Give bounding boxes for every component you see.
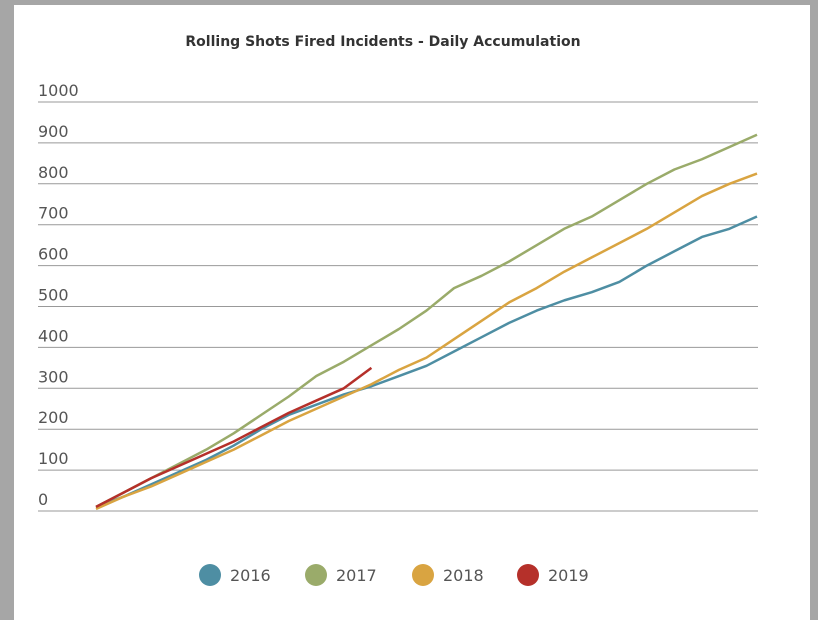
y-tick-label: 200: [38, 408, 69, 427]
series-line: [95, 366, 373, 509]
y-tick-label: 400: [38, 326, 69, 345]
y-tick-label: 500: [38, 286, 69, 305]
y-tick-label: 900: [38, 122, 69, 141]
legend-swatch: [199, 564, 221, 586]
y-tick-label: 1000: [38, 81, 79, 100]
legend-label: 2016: [230, 566, 271, 585]
y-tick-label: 100: [38, 449, 69, 468]
legend-label: 2017: [336, 566, 377, 585]
y-tick-label: 800: [38, 163, 69, 182]
chart-title: Rolling Shots Fired Incidents - Daily Ac…: [185, 34, 580, 50]
series-line: [95, 133, 758, 509]
series-line: [95, 172, 758, 511]
legend-swatch: [517, 564, 539, 586]
y-tick-label: 300: [38, 367, 69, 386]
legend-label: 2019: [548, 566, 589, 585]
legend-swatch: [412, 564, 434, 586]
y-tick-label: 600: [38, 245, 69, 264]
y-tick-label: 700: [38, 204, 69, 223]
chart-panel: [14, 5, 810, 620]
series-line: [95, 215, 758, 509]
legend-swatch: [305, 564, 327, 586]
legend-label: 2018: [443, 566, 484, 585]
y-tick-label: 0: [38, 490, 48, 509]
